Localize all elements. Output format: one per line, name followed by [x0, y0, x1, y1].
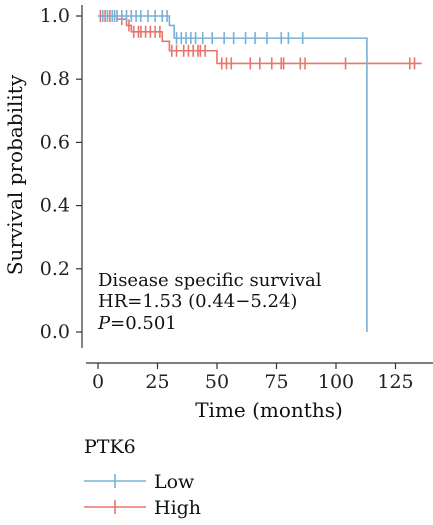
annotation-title: Disease specific survival — [98, 270, 322, 291]
series-low — [98, 10, 368, 332]
y-ticks: 0.0 0.2 0.4 0.6 0.8 1.0 — [40, 5, 82, 343]
y-tick-label: 1.0 — [40, 5, 70, 27]
series-high — [98, 10, 422, 70]
legend: PTK6 Low High — [84, 436, 201, 519]
y-tick-label: 0.0 — [40, 321, 70, 343]
annotation-hr: HR=1.53 (0.44−5.24) — [98, 291, 297, 312]
series-layer — [98, 10, 422, 332]
y-axis-title: Survival probability — [3, 74, 27, 275]
y-tick-label: 0.2 — [40, 258, 70, 280]
survival-curve-high — [98, 15, 422, 65]
legend-entry-high: High — [84, 497, 201, 519]
survival-curve-low — [98, 15, 368, 332]
legend-entries: Low High — [84, 471, 201, 519]
x-tick-label: 25 — [145, 371, 169, 393]
annotation-pvalue: P=0.501 — [97, 313, 177, 334]
x-ticks: 0 25 50 75 100 125 — [92, 363, 414, 393]
legend-label-high: High — [154, 497, 201, 519]
x-tick-label: 75 — [264, 371, 288, 393]
legend-label-low: Low — [154, 471, 195, 493]
x-tick-label: 0 — [92, 371, 104, 393]
legend-title: PTK6 — [84, 436, 136, 458]
x-axis-title: Time (months) — [195, 398, 343, 422]
y-tick-label: 0.8 — [40, 68, 70, 90]
x-tick-label: 125 — [377, 371, 413, 393]
y-tick-label: 0.6 — [40, 131, 70, 153]
x-tick-label: 50 — [205, 371, 229, 393]
p-value: =0.501 — [110, 313, 177, 334]
p-label: P — [97, 313, 111, 334]
legend-entry-low: Low — [84, 471, 195, 493]
x-tick-label: 100 — [318, 371, 354, 393]
y-tick-label: 0.4 — [40, 195, 70, 217]
